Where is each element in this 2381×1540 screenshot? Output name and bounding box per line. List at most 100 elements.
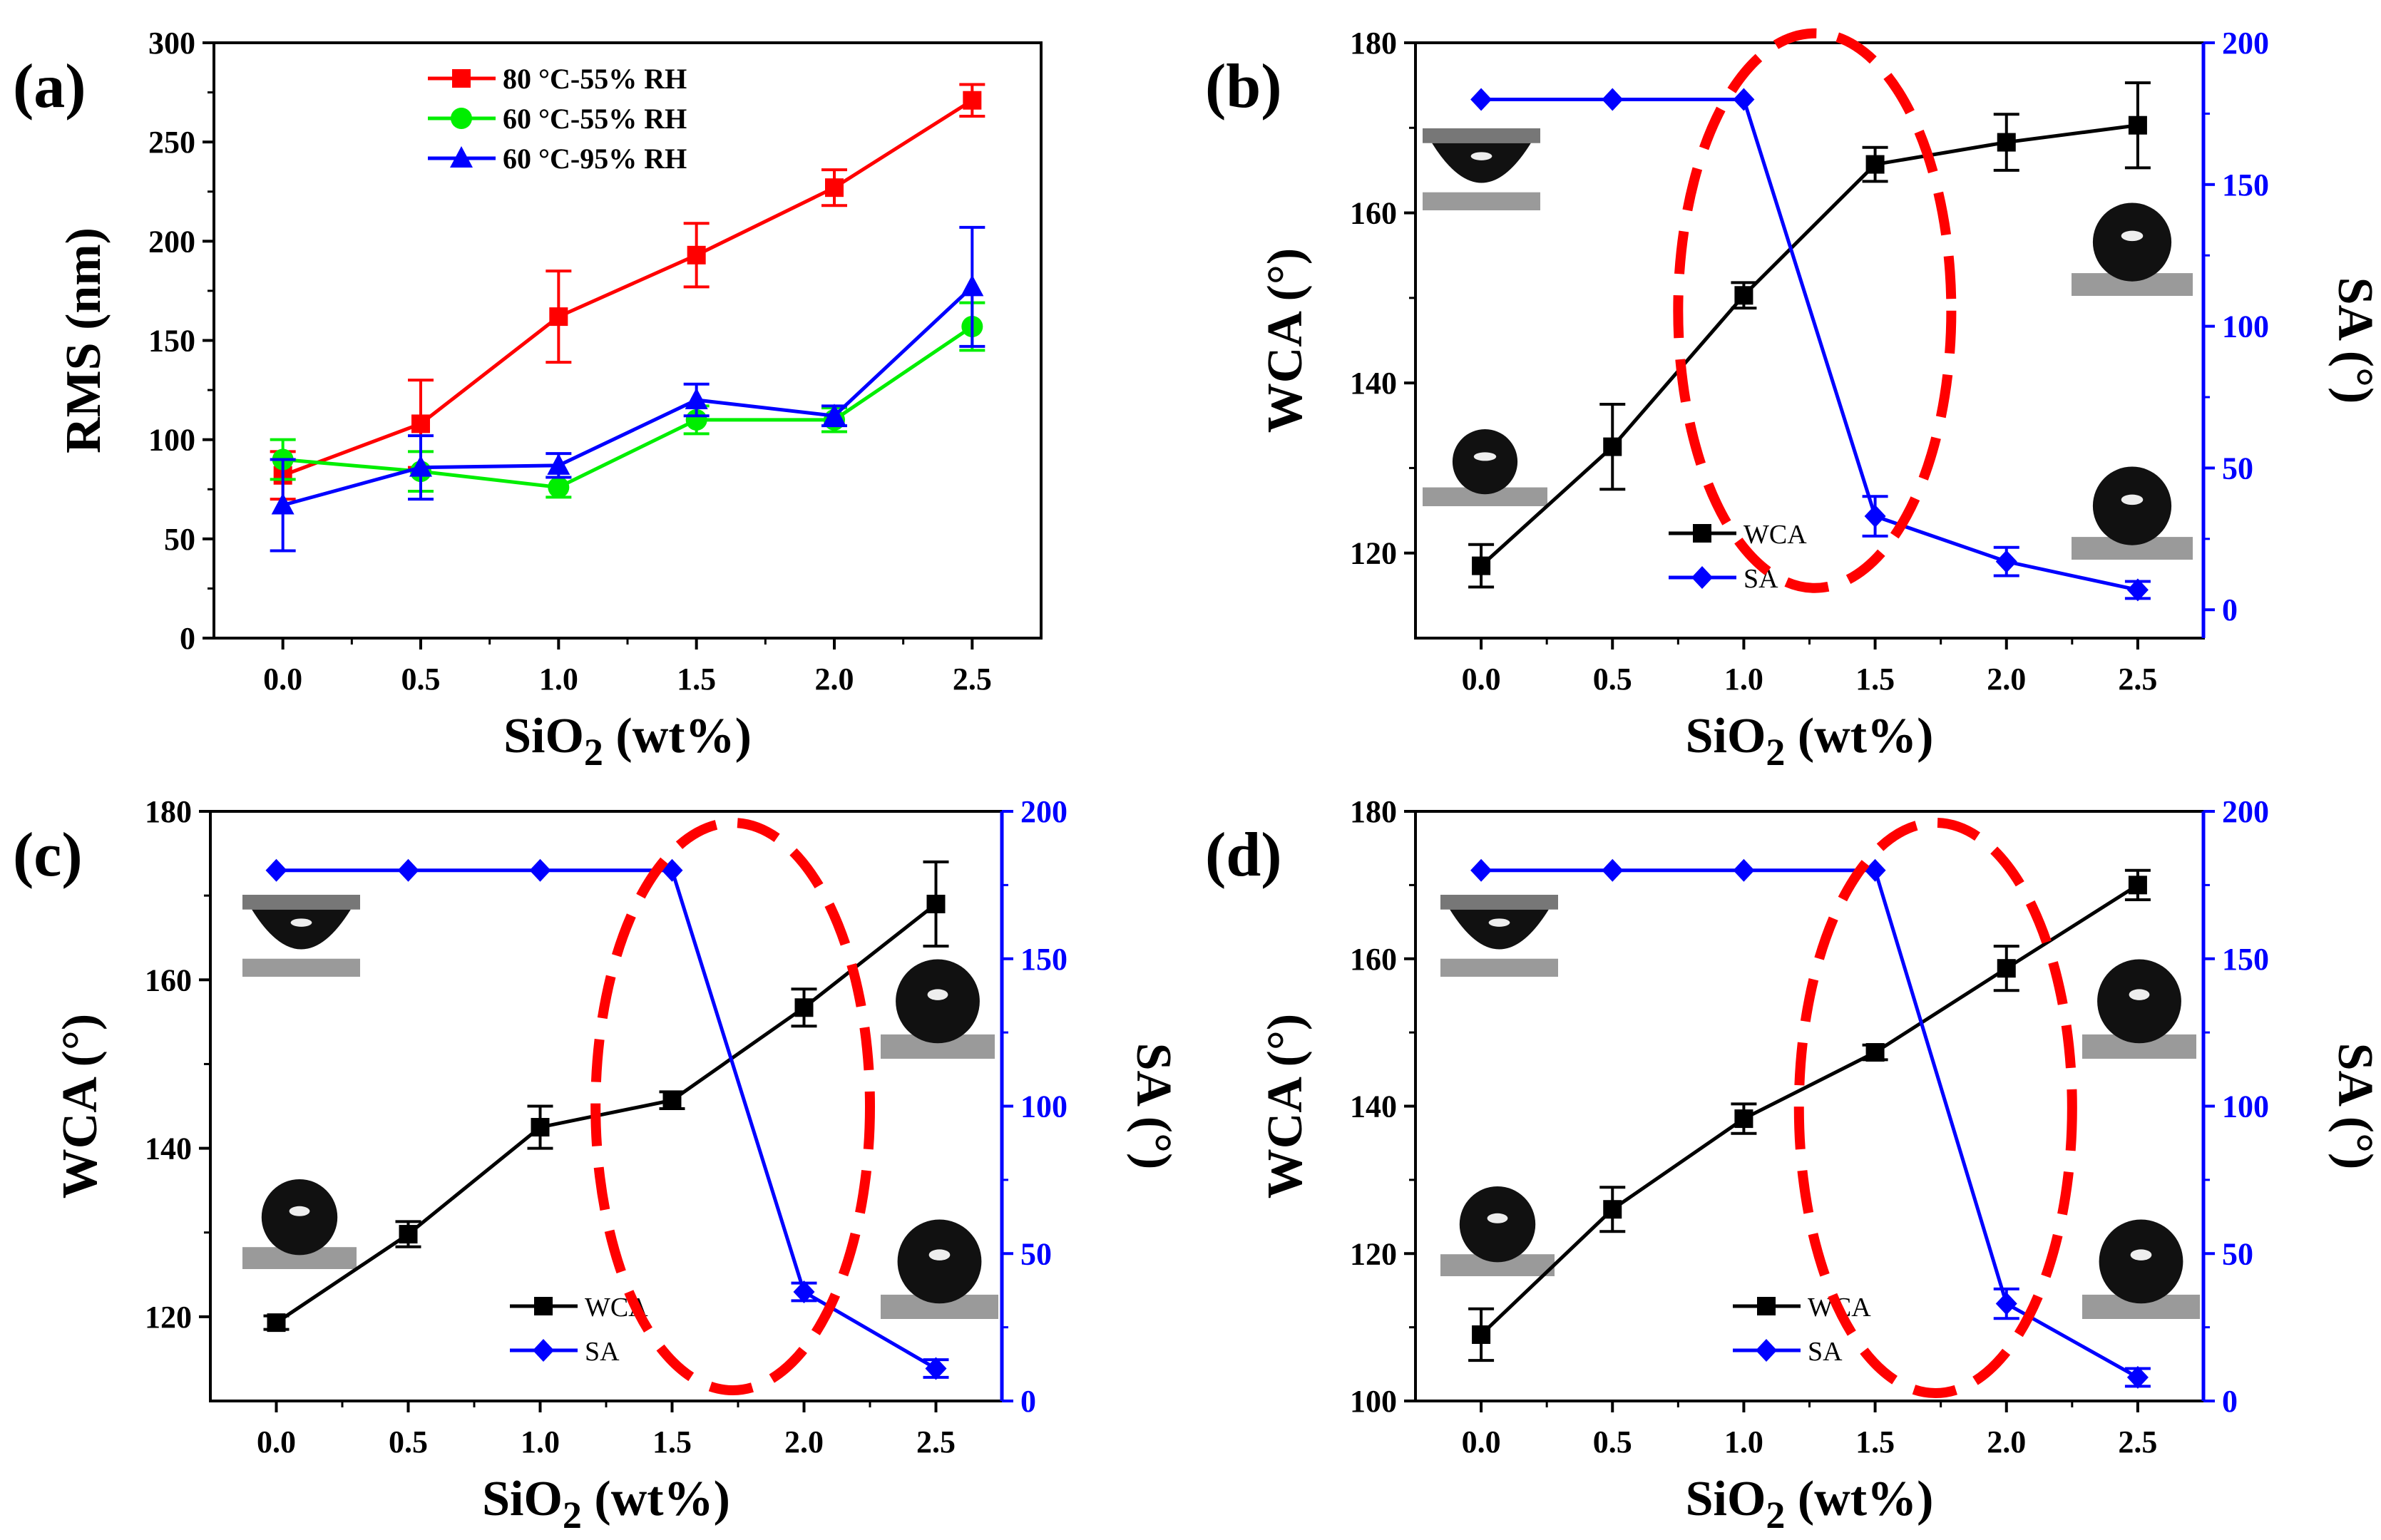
data-point <box>2128 115 2147 135</box>
legend-marker <box>1691 566 1713 589</box>
x-axis-label-main: SiO <box>482 1472 563 1526</box>
droplet-photo-inset <box>1440 1176 1555 1276</box>
data-point <box>1733 858 1755 882</box>
data-point <box>1864 505 1886 528</box>
series-line <box>282 285 974 507</box>
droplet-photo-inset <box>2082 1208 2200 1319</box>
series-60-c-55-rh <box>270 301 985 499</box>
y2-tick-label: 0 <box>2222 1384 2238 1419</box>
y2-tick-label: 100 <box>1020 1089 1067 1124</box>
legend-label: SA <box>1808 1337 1843 1367</box>
droplet-photo-inset <box>242 1169 357 1269</box>
data-point <box>794 998 814 1017</box>
panel-label: (d) <box>1205 821 1282 890</box>
legend-label: WCA <box>1743 520 1807 550</box>
y-tick-label: 160 <box>145 962 192 997</box>
chart-c: 0.0 0.5 1.0 1.5 2.0 2.5 120 140 160 180 0 50 100 150 2… <box>13 794 1181 1536</box>
legend-marker <box>451 108 472 129</box>
data-point <box>548 476 570 498</box>
y2-tick-label: 150 <box>1020 942 1067 977</box>
data-point <box>531 1118 550 1137</box>
y-tick-label: 120 <box>145 1300 192 1335</box>
data-point <box>399 1225 418 1244</box>
data-point <box>1865 1043 1885 1062</box>
data-point <box>793 1280 815 1304</box>
droplet-photo-inset <box>2082 948 2196 1059</box>
data-point <box>1734 286 1753 305</box>
y2-tick-label: 0 <box>1020 1384 1036 1419</box>
x-tick-label: 1.0 <box>539 662 578 697</box>
y-tick-label: 100 <box>148 423 195 458</box>
y-axis-label: RMS (nm) <box>56 227 111 453</box>
data-point <box>685 388 708 409</box>
y2-tick-label: 100 <box>2222 309 2269 344</box>
x-axis-label-main: SiO <box>1686 1472 1766 1526</box>
y-axis-label: WCA (°) <box>1258 248 1313 433</box>
y-tick-label: 160 <box>1350 196 1397 231</box>
data-point <box>267 1313 286 1333</box>
y2-tick-label: 50 <box>2222 1236 2253 1271</box>
x-tick-label: 0.0 <box>257 1424 296 1459</box>
x-tick-label: 2.5 <box>2118 662 2157 697</box>
y-tick-label: 180 <box>1350 794 1397 829</box>
y2-tick-label: 150 <box>2222 168 2269 202</box>
y2-tick-label: 100 <box>2222 1089 2269 1124</box>
droplet-photo-inset <box>1423 421 1547 506</box>
x-tick-label: 0.0 <box>1462 1424 1501 1459</box>
data-point <box>397 858 419 882</box>
series-line <box>275 902 938 1325</box>
data-point <box>1602 858 1624 882</box>
x-tick-label: 0.0 <box>1462 662 1501 697</box>
legend-marker <box>1693 524 1711 543</box>
data-point <box>2126 1365 2149 1389</box>
data-point <box>825 178 844 197</box>
chart-a: 0.0 0.5 1.0 1.5 2.0 2.5 0 50 100 150 200 250 300 SiO2… <box>13 26 1043 774</box>
legend-marker <box>1756 1339 1777 1362</box>
data-point <box>823 404 846 426</box>
droplet-photo-inset <box>2072 456 2193 560</box>
panel-label: (a) <box>13 52 86 121</box>
y-axis-label: WCA (°) <box>53 1014 108 1198</box>
legend-label: SA <box>585 1337 620 1367</box>
x-axis-label-tail: (wt%) <box>603 709 752 764</box>
x-tick-label: 2.5 <box>2118 1424 2157 1459</box>
y-tick-label: 250 <box>148 125 195 160</box>
legend-label: 80 °C-55% RH <box>503 63 687 95</box>
data-point <box>547 453 570 475</box>
y-tick-label: 180 <box>1350 26 1397 61</box>
x-tick-label: 1.0 <box>1724 662 1763 697</box>
data-point <box>2126 578 2149 602</box>
y-tick-label: 100 <box>1350 1384 1397 1419</box>
data-point <box>1997 133 2016 152</box>
highlight-oval <box>1673 28 1957 593</box>
legend-label: 60 °C-55% RH <box>503 103 687 135</box>
data-point <box>1603 1200 1622 1219</box>
data-point <box>265 858 287 882</box>
data-point <box>1865 155 1885 174</box>
series-wca <box>263 860 949 1333</box>
data-point <box>1733 88 1755 111</box>
highlight-oval <box>590 818 875 1395</box>
y2-axis-label: SA (°) <box>2328 277 2381 404</box>
x-axis-label-sub: 2 <box>563 1494 582 1536</box>
x-tick-label: 2.5 <box>916 1424 956 1459</box>
series-80-c-55-rh <box>270 83 985 501</box>
data-point <box>1997 959 2016 978</box>
y2-axis-label: SA (°) <box>1126 1043 1181 1170</box>
y-tick-label: 180 <box>145 794 192 829</box>
x-axis-label-main: SiO <box>1686 709 1766 764</box>
data-point <box>687 245 706 265</box>
legend: 80 °C-55% RH 60 °C-55% RH 60 °C-95% RH <box>428 63 687 175</box>
y2-tick-label: 200 <box>1020 794 1067 829</box>
legend-marker <box>450 146 473 168</box>
y-tick-label: 140 <box>145 1131 192 1166</box>
series-sa <box>1470 88 2151 602</box>
x-tick-label: 1.0 <box>1724 1424 1763 1459</box>
data-point <box>1470 88 1492 111</box>
x-tick-label: 0.5 <box>1593 1424 1632 1459</box>
data-point <box>963 91 982 110</box>
x-axis-label-sub: 2 <box>1766 731 1785 774</box>
